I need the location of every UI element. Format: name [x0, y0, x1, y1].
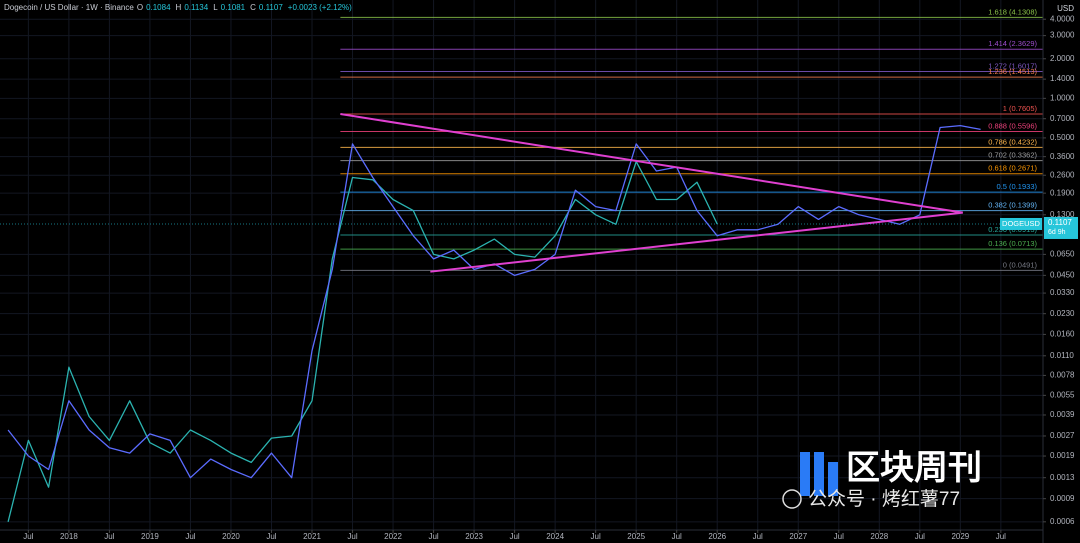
x-tick-label: 2021 [303, 532, 321, 541]
y-tick-label: 0.0160 [1050, 330, 1075, 339]
x-tick-label: Jul [591, 532, 601, 541]
x-tick-label: 2020 [222, 532, 240, 541]
y-tick-label: 0.3600 [1050, 152, 1075, 161]
fib-label: 1.618 (4.1308) [988, 7, 1037, 16]
ohlc-key: O [136, 3, 144, 12]
y-tick-label: 0.0009 [1050, 494, 1075, 503]
x-tick-label: 2029 [951, 532, 969, 541]
y-tick-label: 0.0110 [1050, 351, 1074, 360]
watermark-brand: 区块周刊 [846, 449, 982, 487]
watermark: 区块周刊 公众号 · 烤红薯77 [782, 449, 982, 510]
logo-bar [814, 452, 824, 496]
x-tick-label: Jul [915, 532, 925, 541]
x-tick-label: 2022 [384, 532, 402, 541]
fib-label: 0.888 (0.5596) [988, 121, 1037, 130]
ohlc-value: 0.1081 [220, 3, 246, 12]
y-tick-label: 0.7000 [1050, 114, 1075, 123]
axes: 4.0000 3.0000 2.0000 1.4000 1.0000 0.7000 0.50… [23, 14, 1078, 541]
fib-label: 0.786 (0.4232) [988, 137, 1037, 146]
x-tick-label: Jul [509, 532, 519, 541]
y-tick-label: 0.2600 [1050, 170, 1075, 179]
fib-label: 1.414 (2.3629) [988, 39, 1037, 48]
ohlc-key: H [175, 3, 182, 12]
header: Dogecoin / US Dollar · 1W · Binance O 0.1… [4, 3, 354, 12]
watermark-account: 公众号 · 烤红薯77 [808, 488, 960, 510]
x-tick-label: Jul [428, 532, 438, 541]
price-change: +0.0023 (+2.12%) [287, 3, 352, 12]
y-tick-label: 2.0000 [1050, 54, 1075, 63]
fib-label: 0.5 (0.1933) [997, 182, 1038, 191]
currency: USD [1057, 4, 1074, 13]
y-tick-label: 0.0450 [1050, 270, 1075, 279]
y-tick-label: 0.0013 [1050, 473, 1075, 482]
y-tick-label: 0.1300 [1050, 210, 1075, 219]
x-tick-label: Jul [753, 532, 763, 541]
x-tick-label: Jul [672, 532, 682, 541]
symbol-tag [1000, 217, 1042, 230]
logo-bar [828, 462, 838, 496]
price-tag-countdown: 6d 9h [1048, 229, 1066, 236]
y-tick-label: 0.0019 [1050, 451, 1075, 460]
x-tick-label: 2019 [141, 532, 159, 541]
x-tick-label: Jul [104, 532, 114, 541]
ohlc-value: 0.1107 [258, 3, 283, 12]
trendline [340, 113, 963, 214]
y-tick-label: 0.0055 [1050, 390, 1075, 399]
y-tick-label: 0.1900 [1050, 188, 1075, 197]
price-line [7, 160, 718, 522]
x-tick-label: Jul [834, 532, 844, 541]
fib-label: 0.382 (0.1399) [988, 201, 1037, 210]
x-tick-label: 2023 [465, 532, 483, 541]
trendline [430, 211, 963, 273]
fib-label: 0.702 (0.3362) [988, 151, 1037, 160]
symbol-title: Dogecoin / US Dollar · 1W · Binance [4, 3, 134, 12]
ohlc-value: 0.1084 [146, 3, 171, 12]
y-tick-label: 4.0000 [1050, 14, 1075, 23]
fib-label: 0.136 (0.0713) [988, 239, 1037, 248]
x-tick-label: Jul [996, 532, 1006, 541]
x-tick-label: Jul [266, 532, 276, 541]
fib-label: 1 (0.7605) [1003, 104, 1038, 113]
fib-label: 1.272 (1.6017) [988, 61, 1037, 70]
symbol-tag-label: DOGEUSD [1002, 219, 1041, 228]
y-tick-label: 0.0330 [1050, 288, 1075, 297]
x-tick-label: 2027 [789, 532, 807, 541]
y-tick-label: 0.0006 [1050, 517, 1075, 526]
x-tick-label: 2028 [870, 532, 888, 541]
x-tick-label: 2025 [627, 532, 645, 541]
x-tick-label: 2024 [546, 532, 564, 541]
y-tick-label: 0.5000 [1050, 133, 1075, 142]
fib-label: 1.236 (1.4513) [988, 67, 1037, 76]
plot: 1.618 (4.1308) 1.414 (2.3629) 1.272 (1.601… [0, 7, 1043, 522]
y-tick-label: 0.0230 [1050, 309, 1075, 318]
y-tick-label: 0.0039 [1050, 410, 1075, 419]
price-tag [1044, 216, 1078, 239]
y-tick-label: 0.0650 [1050, 249, 1075, 258]
x-tick-label: Jul [185, 532, 195, 541]
ohlc-value: 0.1134 [184, 3, 209, 12]
price-tag-value: 0.1107 [1048, 218, 1072, 227]
x-tick-label: 2018 [60, 532, 78, 541]
fib-label: 0.618 (0.2671) [988, 164, 1037, 173]
y-tick-label: 0.0027 [1050, 431, 1075, 440]
grid [0, 0, 1043, 530]
logo-bar [800, 452, 810, 496]
y-tick-label: 1.0000 [1050, 93, 1075, 102]
ohlc-key: L [213, 3, 218, 12]
x-tick-label: Jul [347, 532, 357, 541]
fib-label: 0 (0.0491) [1003, 260, 1038, 269]
y-tick-label: 1.4000 [1050, 74, 1075, 83]
y-tick-label: 0.0078 [1050, 371, 1075, 380]
x-tick-label: 2026 [708, 532, 726, 541]
wechat-icon [782, 489, 802, 509]
y-tick-label: 3.0000 [1050, 31, 1075, 40]
ohlc-key: C [250, 3, 256, 12]
x-tick-label: Jul [23, 532, 33, 541]
